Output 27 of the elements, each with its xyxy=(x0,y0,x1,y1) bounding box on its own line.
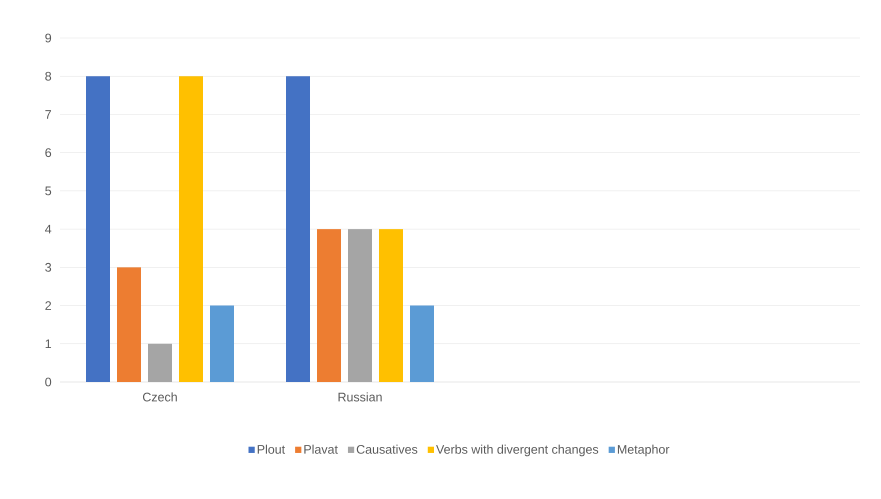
y-tick-label: 5 xyxy=(45,186,52,196)
legend-label: Metaphor xyxy=(618,444,670,456)
legend-label: Plout xyxy=(258,444,286,454)
bar xyxy=(286,76,310,382)
bar xyxy=(317,229,342,382)
bar xyxy=(410,306,434,382)
y-tick-label: 8 xyxy=(45,72,52,81)
y-tick-label: 9 xyxy=(45,34,52,42)
x-tick-label: Czech xyxy=(142,392,177,402)
y-tick-label: 4 xyxy=(45,224,52,234)
bar xyxy=(379,229,404,382)
bar xyxy=(179,76,203,382)
bar xyxy=(148,344,172,382)
y-tick-label: 0 xyxy=(45,378,52,386)
bar xyxy=(210,306,234,382)
bar xyxy=(117,267,141,382)
x-tick-label: Russian xyxy=(338,392,382,402)
bar xyxy=(348,229,372,382)
legend-label: Plavat xyxy=(304,444,338,454)
y-tick-label: 3 xyxy=(45,262,52,272)
y-tick-label: 1 xyxy=(46,340,52,348)
y-tick-label: 7 xyxy=(45,110,52,119)
legend-label: Causatives xyxy=(356,444,418,454)
y-tick-label: 6 xyxy=(45,148,52,158)
y-tick-label: 2 xyxy=(45,301,52,310)
bar xyxy=(86,76,110,382)
legend-label: Verbs with divergent changes xyxy=(436,444,598,456)
